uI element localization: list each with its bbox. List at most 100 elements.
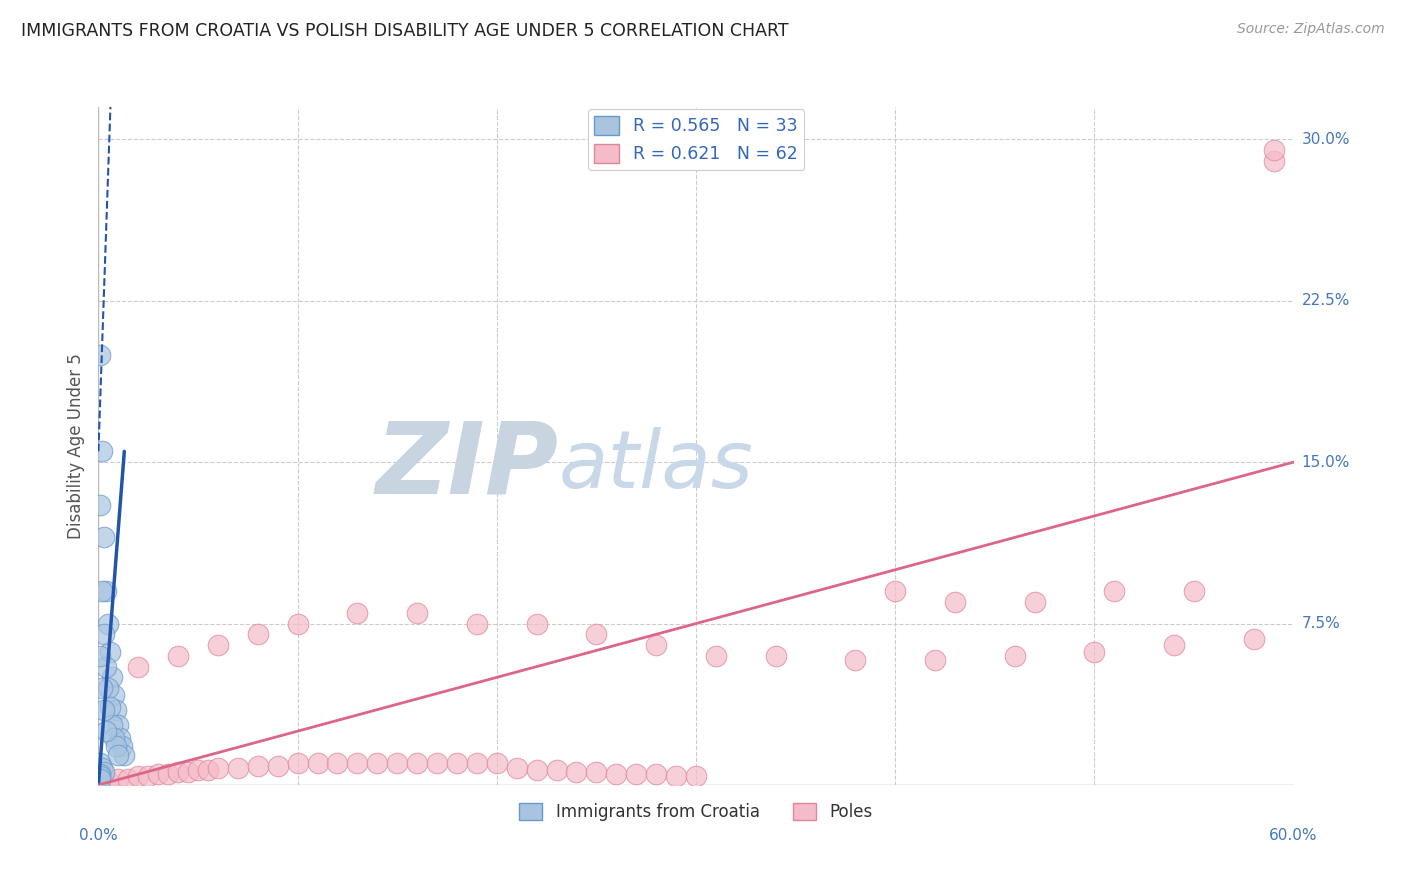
Text: 60.0%: 60.0% <box>1270 828 1317 843</box>
Text: 30.0%: 30.0% <box>1302 132 1350 147</box>
Point <box>93 627 115 641</box>
Text: Source: ZipAtlas.com: Source: ZipAtlas.com <box>1237 22 1385 37</box>
Point <box>107 747 129 762</box>
Point <box>685 769 707 783</box>
Point <box>626 767 648 781</box>
Point <box>287 616 309 631</box>
Point <box>136 769 159 783</box>
Point <box>105 703 128 717</box>
Point <box>226 761 249 775</box>
Point <box>704 648 727 663</box>
Point <box>485 756 508 771</box>
Point <box>97 681 120 695</box>
Point <box>1083 644 1105 658</box>
Point <box>1243 632 1265 646</box>
Point <box>107 717 129 731</box>
Point <box>526 616 548 631</box>
Point <box>97 616 120 631</box>
Text: atlas: atlas <box>558 427 754 506</box>
Point <box>366 756 388 771</box>
Point <box>103 688 125 702</box>
Point <box>307 756 329 771</box>
Point <box>1004 648 1026 663</box>
Legend: Immigrants from Croatia, Poles: Immigrants from Croatia, Poles <box>512 796 880 828</box>
Point <box>585 627 607 641</box>
Point <box>605 767 627 781</box>
Point <box>1163 638 1185 652</box>
Point <box>326 756 349 771</box>
Point <box>1263 153 1285 168</box>
Point <box>167 648 190 663</box>
Point <box>98 700 122 714</box>
Point <box>91 444 114 458</box>
Point <box>148 767 170 781</box>
Point <box>426 756 449 771</box>
Point <box>465 756 488 771</box>
Point <box>89 772 111 786</box>
Point <box>924 653 946 667</box>
Point <box>93 703 115 717</box>
Point <box>765 648 787 663</box>
Point <box>89 756 111 771</box>
Point <box>526 763 548 777</box>
Point <box>1182 584 1205 599</box>
Point <box>1104 584 1126 599</box>
Point <box>103 731 125 745</box>
Point <box>207 638 229 652</box>
Text: 15.0%: 15.0% <box>1302 455 1350 470</box>
Text: 7.5%: 7.5% <box>1302 616 1340 631</box>
Point <box>346 756 368 771</box>
Point <box>406 756 429 771</box>
Point <box>97 773 120 788</box>
Point <box>385 756 409 771</box>
Point <box>446 756 468 771</box>
Point <box>91 681 114 695</box>
Point <box>107 772 129 786</box>
Point <box>111 739 134 754</box>
Point <box>98 644 122 658</box>
Point <box>645 767 668 781</box>
Point <box>96 659 118 673</box>
Point <box>287 756 309 771</box>
Point <box>187 763 209 777</box>
Point <box>844 653 866 667</box>
Point <box>110 731 132 745</box>
Point <box>506 761 529 775</box>
Point <box>105 739 128 754</box>
Point <box>167 765 190 780</box>
Text: 0.0%: 0.0% <box>79 828 118 843</box>
Point <box>546 763 568 777</box>
Text: 22.5%: 22.5% <box>1302 293 1350 309</box>
Point <box>943 595 966 609</box>
Point <box>117 772 139 786</box>
Point <box>197 763 219 777</box>
Point <box>91 584 114 599</box>
Point <box>884 584 907 599</box>
Point <box>246 758 269 772</box>
Point <box>177 765 200 780</box>
Point <box>465 616 488 631</box>
Point <box>93 531 115 545</box>
Point <box>93 765 115 780</box>
Point <box>565 765 588 780</box>
Point <box>127 659 149 673</box>
Point <box>346 606 368 620</box>
Point <box>406 606 429 620</box>
Point <box>665 769 688 783</box>
Point <box>89 767 111 781</box>
Point <box>585 765 607 780</box>
Point <box>267 758 290 772</box>
Point <box>96 584 118 599</box>
Point <box>101 670 124 684</box>
Point <box>207 761 229 775</box>
Point <box>1024 595 1046 609</box>
Point <box>89 648 111 663</box>
Point <box>101 717 124 731</box>
Point <box>246 627 269 641</box>
Point <box>89 769 111 783</box>
Point <box>91 761 114 775</box>
Point <box>112 747 135 762</box>
Point <box>1263 143 1285 157</box>
Point <box>127 769 149 783</box>
Text: IMMIGRANTS FROM CROATIA VS POLISH DISABILITY AGE UNDER 5 CORRELATION CHART: IMMIGRANTS FROM CROATIA VS POLISH DISABI… <box>21 22 789 40</box>
